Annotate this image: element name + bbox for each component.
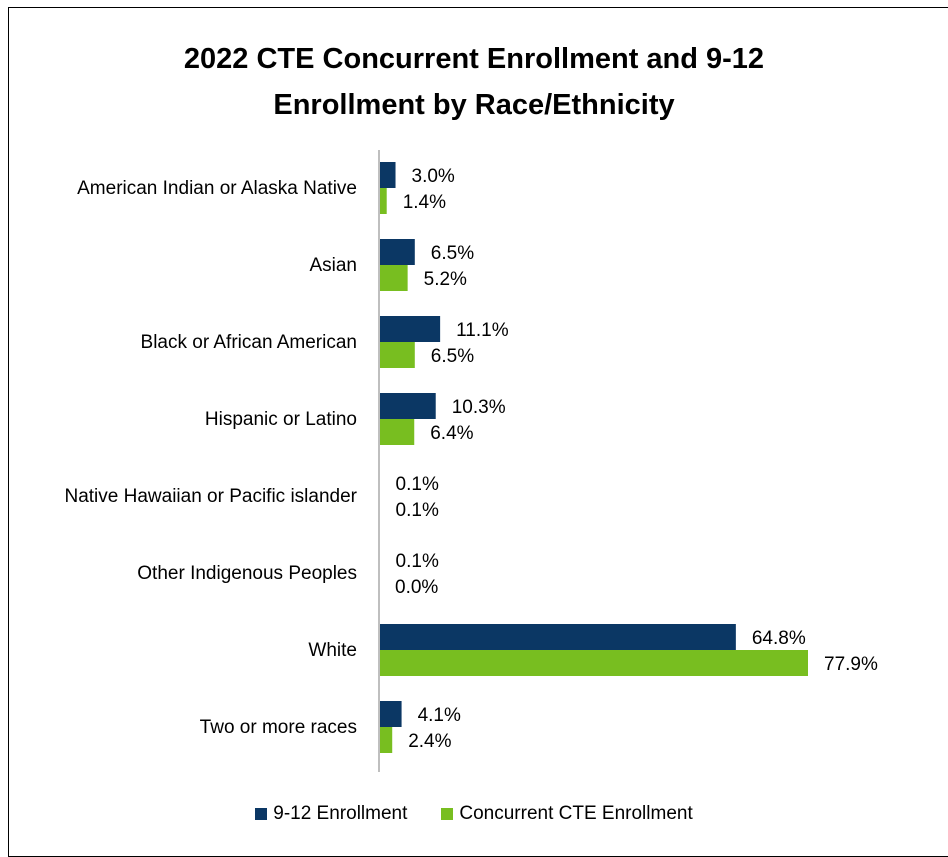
legend-item-concurrent-cte-enrollment: Concurrent CTE Enrollment <box>441 803 693 825</box>
data-label: 1.4% <box>403 192 446 213</box>
bar-concurrent-cte <box>379 650 808 676</box>
category-label: American Indian or Alaska Native <box>77 178 357 199</box>
bar-enrollment-9-12 <box>379 393 436 419</box>
bar-concurrent-cte <box>379 342 415 368</box>
data-label: 0.1% <box>396 551 439 572</box>
bar-enrollment-9-12 <box>379 316 441 342</box>
legend-item-9-12-enrollment: 9-12 Enrollment <box>255 803 407 825</box>
chart-title-line-1: 2022 CTE Concurrent Enrollment and 9-12 <box>183 43 765 75</box>
category-label: Asian <box>309 255 357 276</box>
legend-label-9-12-enrollment: 9-12 Enrollment <box>273 803 408 824</box>
data-label: 64.8% <box>752 628 806 649</box>
data-label: 2.4% <box>408 731 451 752</box>
chart-frame <box>8 7 948 857</box>
data-label: 4.1% <box>418 705 461 726</box>
data-label: 3.0% <box>412 166 455 187</box>
category-label: Two or more races <box>200 717 357 738</box>
chart-legend: 9-12 Enrollment Concurrent CTE Enrollmen… <box>0 803 948 825</box>
data-label: 0.1% <box>396 500 439 521</box>
bar-enrollment-9-12 <box>379 162 396 188</box>
legend-label-concurrent-cte-enrollment: Concurrent CTE Enrollment <box>459 803 693 824</box>
data-label: 10.3% <box>452 397 506 418</box>
data-label: 0.0% <box>395 577 438 598</box>
bar-concurrent-cte <box>379 727 393 753</box>
data-label: 6.5% <box>431 243 474 264</box>
chart-title-line-2: Enrollment by Race/Ethnicity <box>273 89 675 121</box>
bar-concurrent-cte <box>379 265 408 291</box>
data-label: 5.2% <box>424 269 467 290</box>
legend-swatch-concurrent-cte-enrollment <box>441 808 454 820</box>
bar-enrollment-9-12 <box>379 624 736 650</box>
bar-concurrent-cte <box>379 188 387 214</box>
data-label: 6.4% <box>430 423 473 444</box>
data-label: 11.1% <box>456 320 509 341</box>
category-label: Hispanic or Latino <box>205 409 357 430</box>
data-label: 77.9% <box>824 654 878 675</box>
category-label: Black or African American <box>141 332 357 353</box>
data-label: 0.1% <box>396 474 439 495</box>
category-label: White <box>308 640 357 661</box>
data-label: 6.5% <box>431 346 474 367</box>
bar-enrollment-9-12 <box>379 239 415 265</box>
legend-swatch-9-12-enrollment <box>255 808 268 820</box>
bar-concurrent-cte <box>379 419 415 445</box>
chart-title: 2022 CTE Concurrent Enrollment and 9-12 … <box>0 36 948 128</box>
category-label: Other Indigenous Peoples <box>137 563 357 584</box>
bar-enrollment-9-12 <box>379 701 402 727</box>
category-label: Native Hawaiian or Pacific islander <box>64 486 357 507</box>
